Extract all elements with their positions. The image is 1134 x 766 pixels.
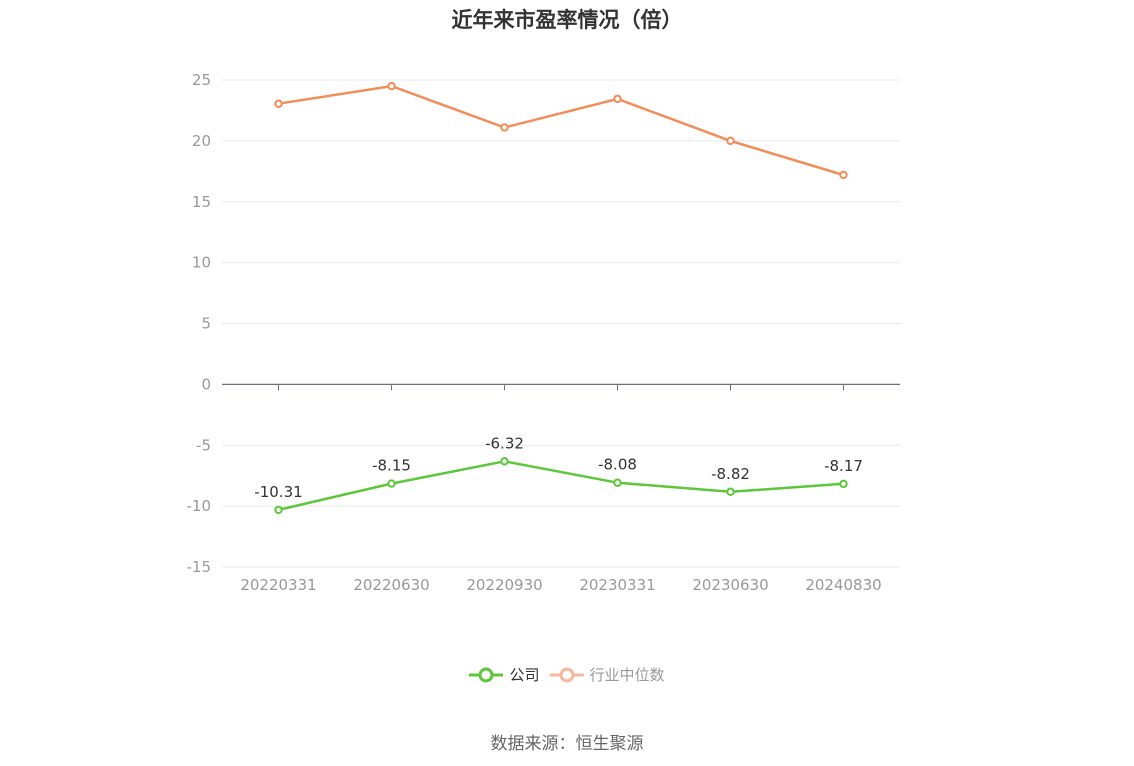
data-point[interactable] (387, 81, 396, 91)
data-label: -8.82 (711, 465, 750, 483)
data-point[interactable] (839, 170, 848, 180)
data-label: -6.32 (485, 434, 524, 452)
data-labels: -10.31 -8.15 -6.32 -8.08 -8.82 -8.17 (254, 434, 863, 501)
y-tick-label: 20 (192, 132, 211, 150)
data-label: -8.08 (598, 456, 637, 474)
axes: 25 20 15 10 5 0 -5 -10 -15 20220331 20220630 202209… (187, 71, 900, 594)
x-tick-label: 20230331 (579, 576, 655, 594)
series-line (278, 84, 844, 177)
data-label: -10.31 (254, 483, 302, 501)
data-point[interactable] (726, 487, 735, 496)
chart-title: 近年来市盈率情况（倍） (451, 8, 683, 32)
grid-lines (222, 79, 900, 568)
y-tick-label: 10 (192, 254, 211, 272)
y-tick-label: 0 (201, 375, 211, 393)
data-point[interactable] (500, 457, 509, 466)
data-point[interactable] (613, 94, 622, 104)
series-line (278, 460, 844, 512)
x-tick-label: 20230630 (692, 576, 768, 594)
x-tick-label: 20220630 (353, 576, 429, 594)
data-label: -8.15 (372, 457, 411, 475)
data-label: -8.17 (824, 457, 863, 475)
y-tick-label: 25 (192, 71, 211, 89)
data-point[interactable] (387, 479, 396, 488)
y-tick-label: -5 (196, 436, 211, 454)
x-tick-label: 20240830 (805, 576, 881, 594)
data-point[interactable] (726, 136, 735, 146)
legend-label-industry-median: 行业中位数 (589, 666, 665, 684)
y-tick-label: -10 (187, 497, 212, 515)
data-point[interactable] (500, 123, 509, 132)
legend-label-company: 公司 (509, 666, 540, 684)
data-point[interactable] (274, 505, 283, 515)
series-lines (274, 81, 848, 515)
legend-item-industry-median[interactable]: 行业中位数 (549, 664, 665, 685)
data-point[interactable] (274, 99, 283, 108)
x-tick-label: 20220331 (240, 576, 316, 594)
legend-item-company[interactable]: 公司 (469, 664, 540, 685)
y-tick-label: -15 (187, 558, 212, 576)
y-tick-label: 5 (201, 315, 211, 333)
legend-line-marker-icon (549, 667, 584, 682)
x-tick-label: 20220930 (466, 576, 542, 594)
line-chart: 25 20 15 10 5 0 -5 -10 -15 20220331 20220630 202209… (187, 71, 900, 594)
y-tick-label: 15 (192, 193, 211, 211)
data-source: 数据来源：恒生聚源 (490, 734, 644, 754)
legend-line-marker-icon (469, 667, 504, 682)
data-point[interactable] (839, 479, 848, 489)
data-point[interactable] (613, 478, 622, 487)
legend: 公司 行业中位数 (0, 664, 1134, 685)
